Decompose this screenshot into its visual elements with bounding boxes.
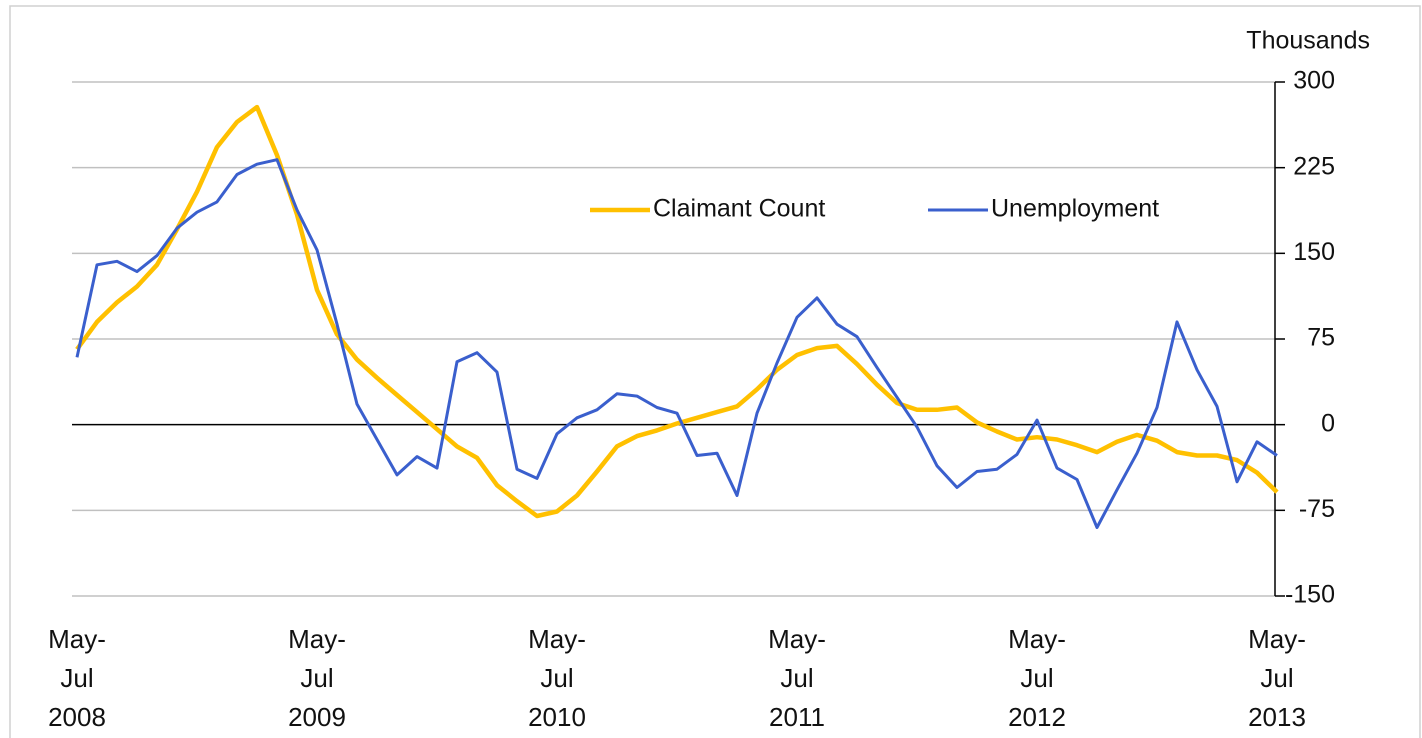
chart-border: [9, 5, 1421, 738]
y-tick-label: -75: [1299, 495, 1335, 523]
legend-label: Unemployment: [991, 195, 1159, 223]
series-line: [75, 104, 1279, 519]
y-tick-label: 300: [1293, 67, 1335, 95]
x-tick-label: May- Jul 2013: [1248, 624, 1306, 732]
x-tick-label: May- Jul 2009: [288, 624, 346, 732]
x-tick-label: May- Jul 2012: [1008, 624, 1066, 732]
y-tick-label: 75: [1307, 324, 1335, 352]
legend-label: Claimant Count: [653, 195, 825, 223]
y-tick-label: 225: [1293, 152, 1335, 180]
x-tick-label: May- Jul 2010: [528, 624, 586, 732]
series-line: [75, 158, 1278, 529]
y-tick-label: -150: [1285, 581, 1335, 609]
x-tick-label: May- Jul 2008: [48, 624, 106, 732]
y-tick-label: 0: [1321, 409, 1335, 437]
y-axis-label: Thousands: [1246, 27, 1370, 55]
y-tick-label: 150: [1293, 238, 1335, 266]
x-tick-label: May- Jul 2011: [768, 624, 826, 732]
